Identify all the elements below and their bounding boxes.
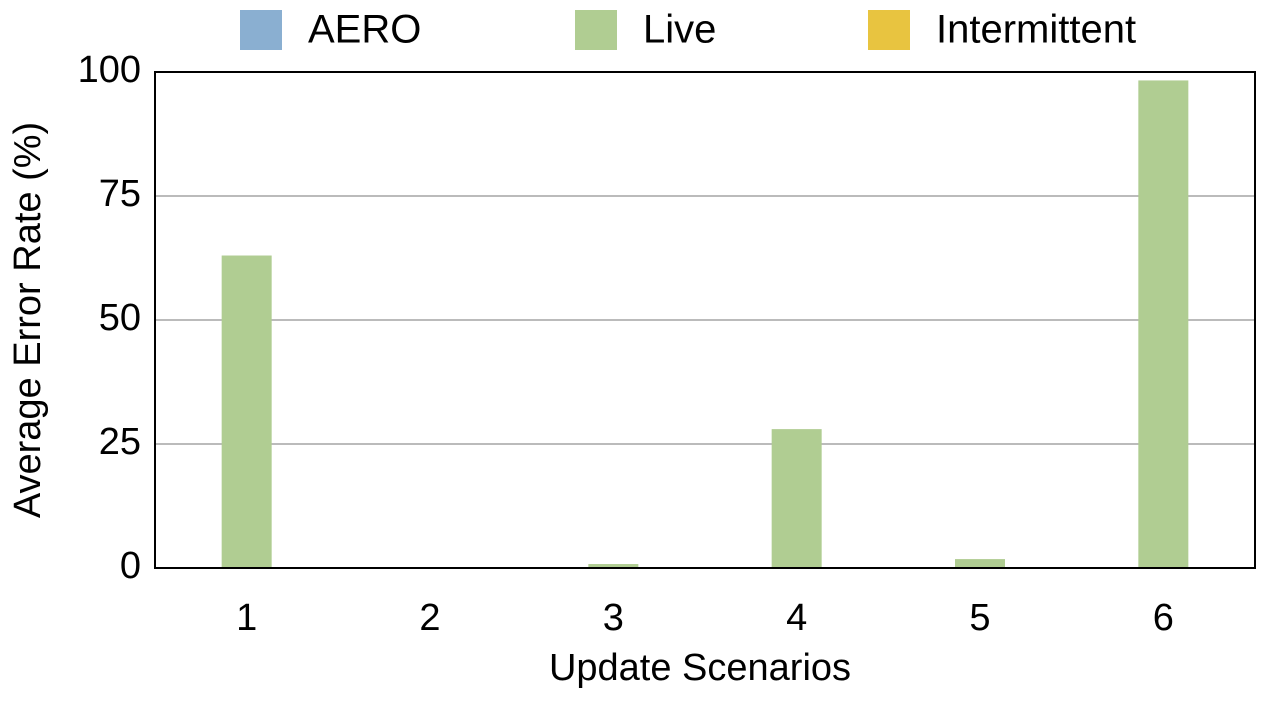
x-tick-label: 5 [969,597,990,639]
bar [955,559,1005,568]
bar [588,564,639,568]
legend-swatch [868,10,910,50]
bar [771,429,822,568]
bar [221,255,272,568]
plot-frame [154,71,1256,569]
y-tick-label: 0 [120,545,141,587]
y-tick-label: 100 [78,49,141,91]
y-axis-label: Average Error Rate (%) [7,122,49,518]
x-axis-label: Update Scenarios [549,647,851,689]
legend-label: Intermittent [936,8,1136,52]
x-tick-label: 4 [786,597,807,639]
legend-label: AERO [308,8,421,52]
y-tick-label: 25 [99,421,141,463]
x-tick-label: 1 [236,597,257,639]
x-tick-label: 2 [419,597,440,639]
x-tick-label: 3 [603,597,624,639]
x-tick-label: 6 [1153,597,1174,639]
legend-label: Live [643,8,716,52]
legend-swatch [240,10,282,50]
y-tick-label: 75 [99,173,141,215]
bar [1138,80,1189,568]
y-tick-label: 50 [99,297,141,339]
legend-swatch [575,10,617,50]
